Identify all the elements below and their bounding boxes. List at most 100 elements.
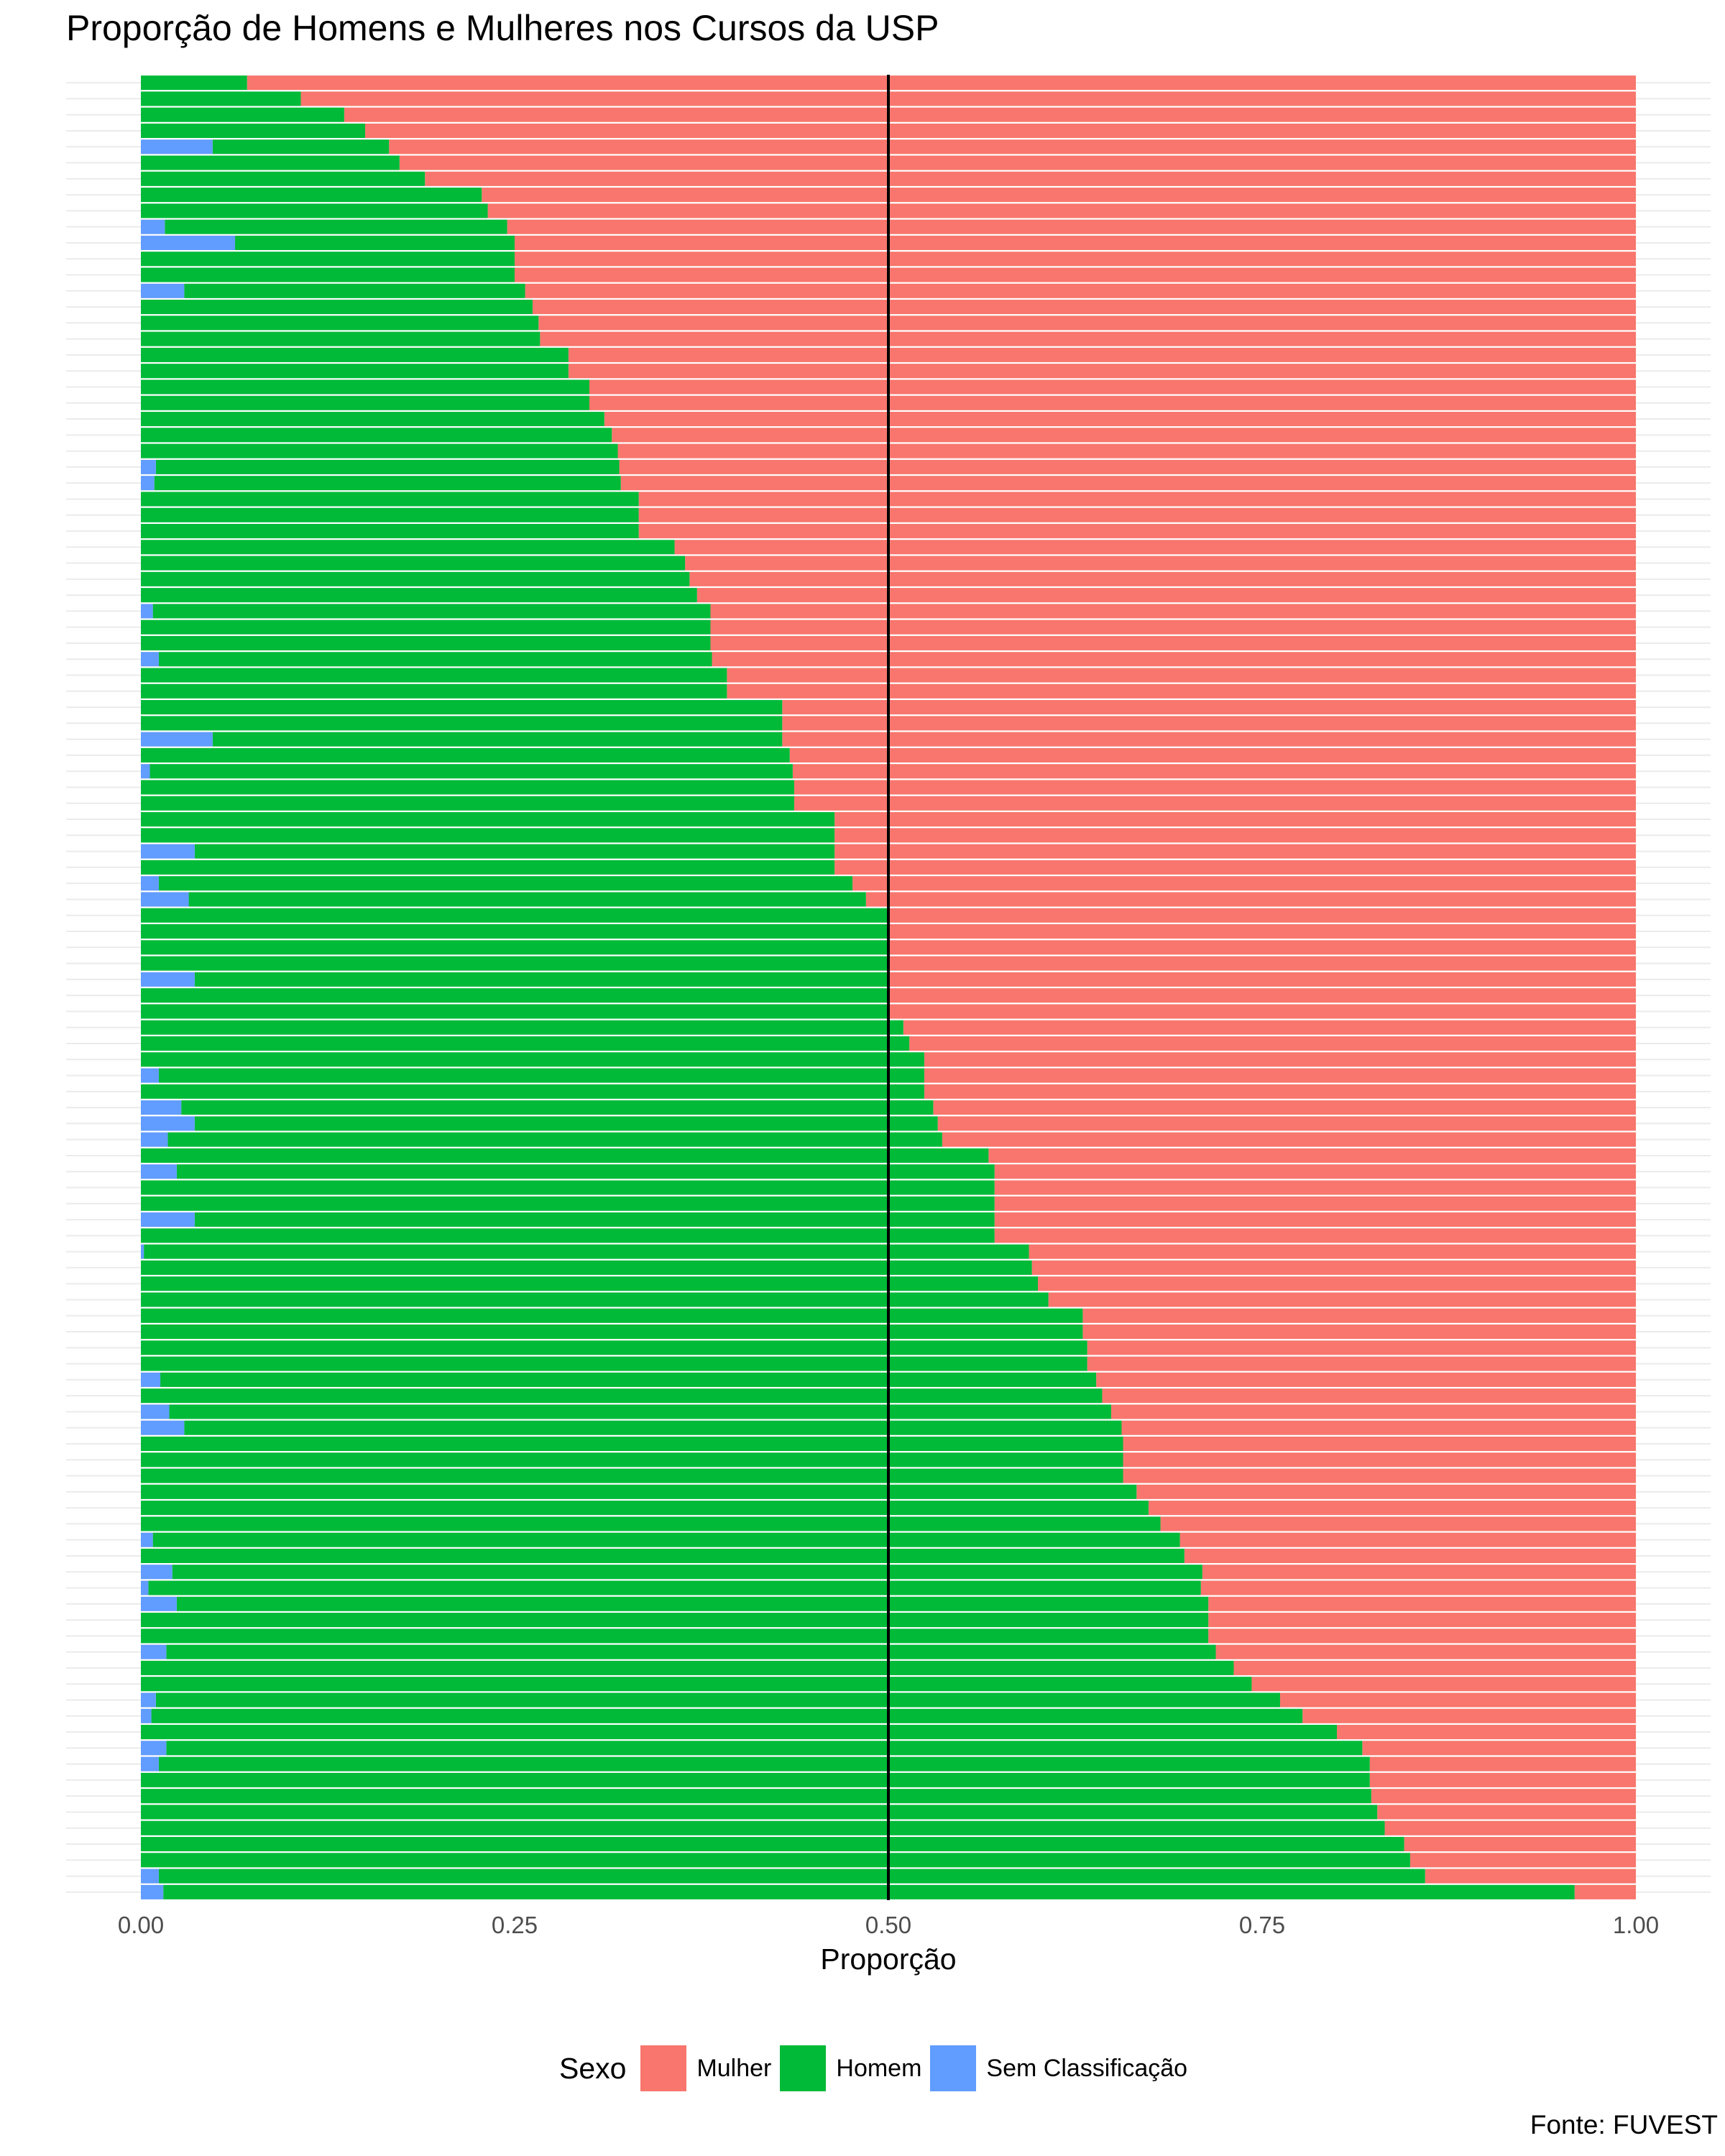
- bar-homem: [141, 940, 888, 955]
- bar-homem: [141, 1052, 924, 1067]
- bar-mulher: [1202, 1565, 1636, 1580]
- bar-sem-classificacao: [141, 732, 213, 747]
- bar-homem: [141, 1613, 1209, 1628]
- bar-mulher: [540, 331, 1636, 346]
- bar-mulher: [942, 1132, 1636, 1147]
- bar-homem: [141, 1516, 1161, 1531]
- bar-mulher: [792, 764, 1636, 779]
- bar-mulher: [507, 219, 1636, 234]
- bar-homem: [141, 956, 888, 971]
- bar-homem: [141, 171, 426, 186]
- bar-homem: [141, 331, 540, 346]
- bar-homem: [150, 764, 793, 779]
- bar-sem-classificacao: [141, 1404, 170, 1419]
- bar-homem: [141, 91, 301, 106]
- bar-mulher: [710, 635, 1636, 650]
- bar-homem: [141, 1820, 1385, 1835]
- bar-mulher: [834, 828, 1636, 843]
- bar-mulher: [994, 1196, 1636, 1211]
- bar-homem: [141, 107, 344, 122]
- bar-sem-classificacao: [141, 1420, 185, 1435]
- bar-homem: [212, 139, 390, 155]
- bar-homem: [176, 1164, 995, 1179]
- bar-mulher: [888, 908, 1636, 923]
- bar-mulher: [525, 283, 1636, 298]
- x-axis-label: Proporção: [820, 1943, 956, 1976]
- bar-mulher: [1200, 1580, 1636, 1595]
- bar-homem: [169, 1404, 1111, 1419]
- bar-mulher: [865, 892, 1636, 907]
- bar-homem: [141, 1004, 888, 1019]
- bar-mulher: [712, 652, 1636, 667]
- bar-mulher: [638, 507, 1636, 522]
- bar-homem: [148, 1580, 1201, 1595]
- bar-homem: [141, 668, 727, 683]
- bar-sem-classificacao: [141, 1708, 152, 1723]
- bar-sem-classificacao: [141, 459, 156, 474]
- bar-mulher: [1082, 1325, 1636, 1340]
- bar-mulher: [782, 716, 1636, 731]
- bar-sem-classificacao: [141, 1372, 161, 1387]
- bar-homem: [141, 1260, 1032, 1275]
- bar-stacks: [141, 75, 1637, 1899]
- bar-homem: [141, 1548, 1184, 1563]
- bar-mulher: [1087, 1356, 1636, 1371]
- bar-homem: [141, 1356, 1087, 1371]
- bar-mulher: [888, 1004, 1636, 1019]
- bar-mulher: [1208, 1628, 1636, 1644]
- legend-title: Sexo: [559, 2051, 627, 2085]
- bar-homem: [141, 1292, 1049, 1307]
- bar-homem: [141, 379, 589, 395]
- bar-mulher: [1377, 1805, 1636, 1820]
- bar-mulher: [1123, 1468, 1636, 1483]
- bar-homem: [141, 908, 888, 923]
- chart-title: Proporção de Homens e Mulheres nos Curso…: [66, 8, 939, 48]
- bar-homem: [194, 1212, 995, 1227]
- bar-mulher: [727, 668, 1636, 683]
- legend-label-homem: Homem: [836, 2054, 922, 2082]
- bar-homem: [144, 1244, 1029, 1259]
- bar-homem: [141, 619, 711, 635]
- bar-homem: [141, 1388, 1103, 1404]
- bar-sem-classificacao: [141, 1100, 182, 1115]
- bar-mulher: [300, 91, 1636, 106]
- bar-sem-classificacao: [141, 1565, 172, 1580]
- bar-homem: [141, 683, 727, 699]
- bar-mulher: [994, 1164, 1636, 1179]
- bar-mulher: [1404, 1836, 1636, 1852]
- bar-sem-classificacao: [141, 1532, 153, 1547]
- bar-mulher: [888, 923, 1636, 939]
- bar-homem: [141, 812, 835, 827]
- bar-mulher: [1208, 1613, 1636, 1628]
- bar-homem: [165, 219, 507, 234]
- bar-homem: [158, 876, 853, 891]
- bar-homem: [141, 1789, 1371, 1804]
- bar-mulher: [1029, 1244, 1636, 1259]
- bar-sem-classificacao: [141, 1116, 195, 1131]
- bar-homem: [166, 1644, 1216, 1659]
- bar-homem: [141, 443, 618, 459]
- bar-mulher: [1123, 1452, 1636, 1468]
- bar-mulher: [482, 188, 1636, 203]
- bar-homem: [181, 1100, 934, 1115]
- bar-mulher: [834, 860, 1636, 875]
- bar-homem: [188, 892, 866, 907]
- bar-mulher: [1425, 1869, 1636, 1884]
- bar-mulher: [994, 1180, 1636, 1195]
- bar-mulher: [689, 571, 1636, 586]
- bar-homem: [184, 283, 525, 298]
- x-tick-label: 1.00: [1613, 1912, 1659, 1938]
- bar-sem-classificacao: [141, 1884, 164, 1899]
- bar-homem: [235, 235, 515, 250]
- bar-homem: [141, 556, 686, 571]
- legend-label-sem-classificacao: Sem Classificação: [986, 2054, 1188, 2082]
- bar-mulher: [1184, 1548, 1636, 1563]
- bar-mulher: [1179, 1532, 1636, 1547]
- bar-homem: [176, 1596, 1209, 1611]
- bar-homem: [166, 1741, 1363, 1756]
- bar-mulher: [924, 1052, 1636, 1067]
- bar-mulher: [515, 252, 1636, 267]
- bar-mulher: [888, 956, 1636, 971]
- bar-mulher: [638, 492, 1636, 507]
